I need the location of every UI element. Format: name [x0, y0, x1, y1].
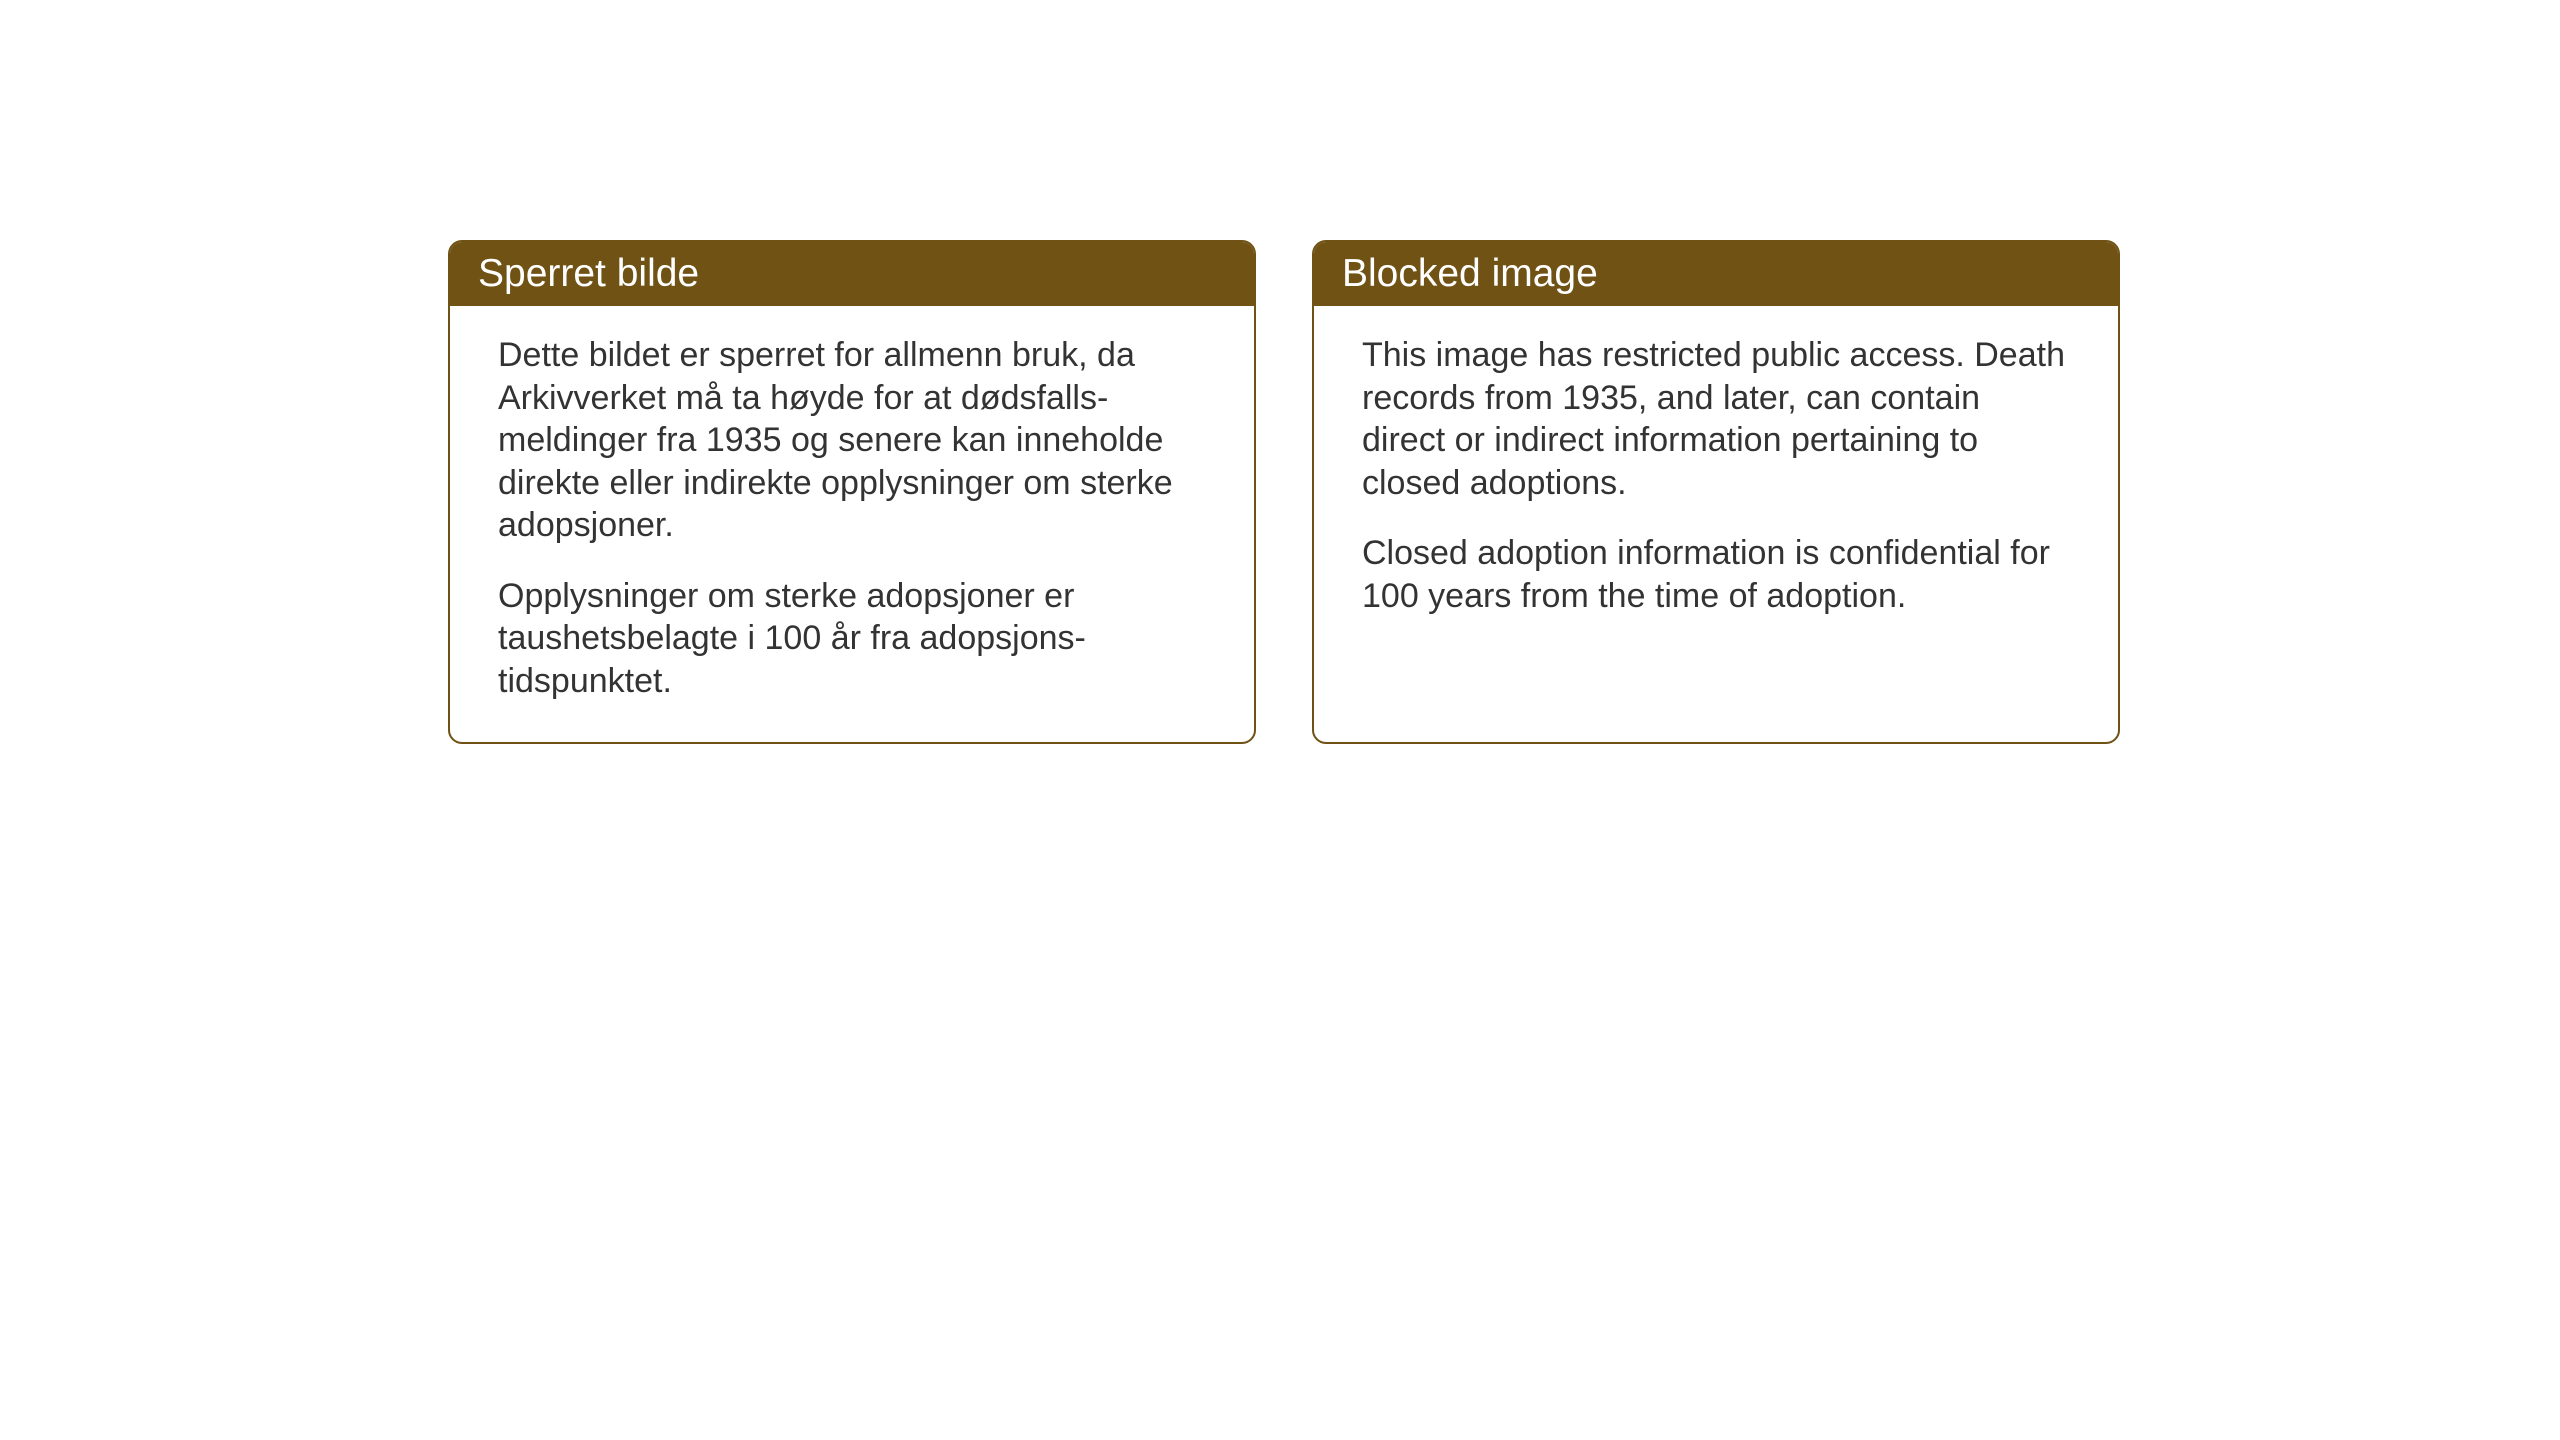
card-english: Blocked image This image has restricted … [1312, 240, 2120, 744]
card-body-english: This image has restricted public access.… [1314, 306, 2118, 657]
cards-container: Sperret bilde Dette bildet er sperret fo… [448, 240, 2120, 744]
card-paragraph: Dette bildet er sperret for allmenn bruk… [498, 334, 1206, 547]
card-paragraph: Closed adoption information is confident… [1362, 532, 2070, 617]
card-body-norwegian: Dette bildet er sperret for allmenn bruk… [450, 306, 1254, 742]
card-paragraph: Opplysninger om sterke adopsjoner er tau… [498, 575, 1206, 703]
card-title: Sperret bilde [478, 252, 699, 295]
card-header-norwegian: Sperret bilde [450, 242, 1254, 306]
card-paragraph: This image has restricted public access.… [1362, 334, 2070, 504]
card-header-english: Blocked image [1314, 242, 2118, 306]
card-norwegian: Sperret bilde Dette bildet er sperret fo… [448, 240, 1256, 744]
card-title: Blocked image [1342, 252, 1598, 295]
